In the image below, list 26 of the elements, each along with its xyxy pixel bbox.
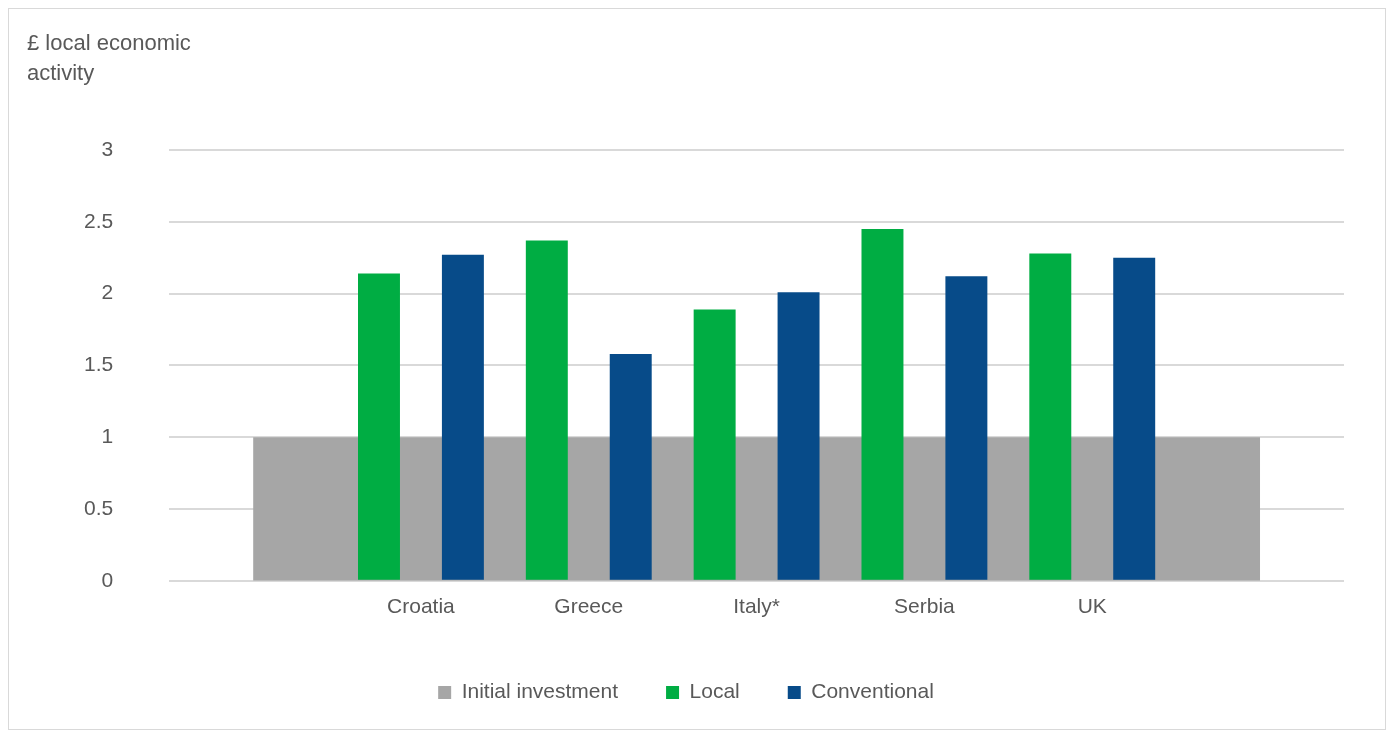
bar <box>609 353 652 580</box>
bar <box>1029 253 1072 580</box>
bar <box>1113 257 1156 580</box>
legend-label: Conventional <box>811 679 934 703</box>
x-tick-label: Greece <box>554 594 624 618</box>
bar <box>861 228 904 580</box>
y-tick-label: 1.5 <box>83 352 114 376</box>
legend-label: Initial investment <box>461 679 619 703</box>
x-tick-label: Italy* <box>733 594 780 618</box>
y-tick-label: 0 <box>101 567 114 591</box>
bar <box>525 240 568 580</box>
x-tick-label: Serbia <box>894 594 956 618</box>
x-tick-label: Croatia <box>387 594 456 618</box>
y-tick-label: 2.5 <box>83 208 114 232</box>
y-tick-label: 0.5 <box>83 495 114 519</box>
x-tick-label: UK <box>1077 594 1107 618</box>
bar <box>693 309 736 580</box>
y-tick-label: 1 <box>101 424 114 447</box>
bar <box>945 276 988 580</box>
bar <box>777 292 820 580</box>
y-tick-label: 3 <box>101 136 114 160</box>
bar <box>441 254 484 580</box>
bar <box>358 273 400 580</box>
y-axis-title: £ local economic activity <box>27 29 192 87</box>
y-tick-label: 2 <box>101 280 114 304</box>
legend-label: Local <box>689 679 740 703</box>
